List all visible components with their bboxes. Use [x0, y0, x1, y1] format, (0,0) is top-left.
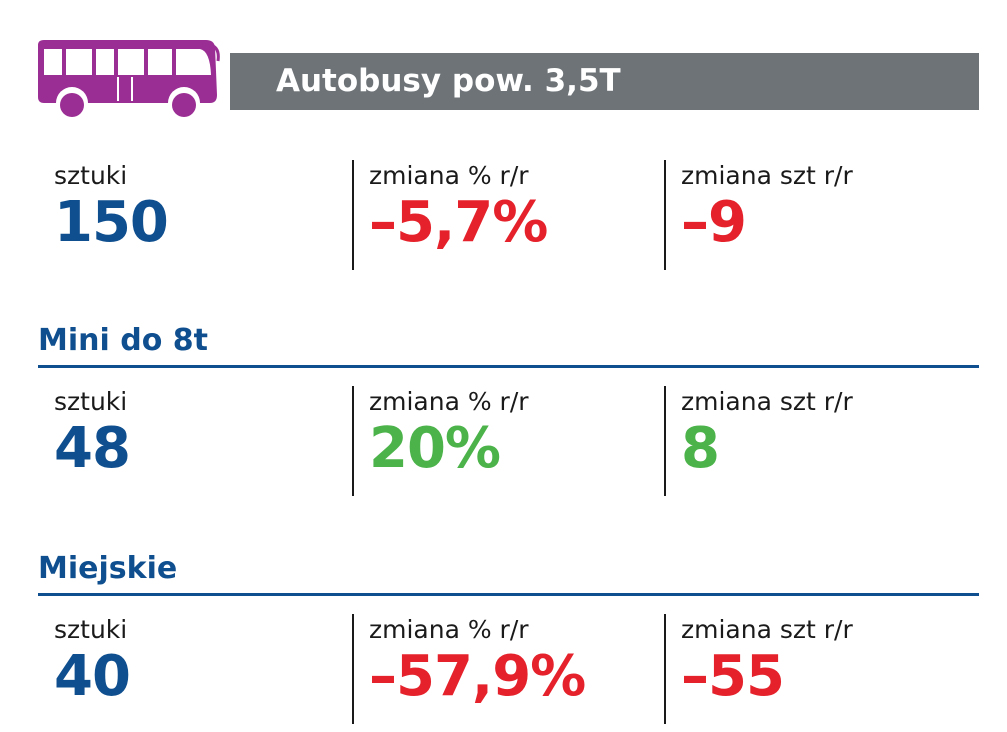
city-section-title: Miejskie	[38, 551, 178, 586]
summary-abs-label: zmiana szt r/r	[681, 161, 853, 190]
city-pct-label: zmiana % r/r	[369, 615, 529, 644]
mini-section-title: Mini do 8t	[38, 323, 208, 358]
summary-pct-value: –5,7%	[369, 190, 548, 255]
mini-units-cell: sztuki 48	[54, 386, 344, 496]
city-section-rule	[38, 593, 979, 596]
mini-section-rule	[38, 365, 979, 368]
mini-stats-row: sztuki 48 zmiana % r/r 20% zmiana szt r/…	[0, 386, 1007, 496]
mini-pct-label: zmiana % r/r	[369, 387, 529, 416]
city-units-value: 40	[54, 644, 131, 709]
city-stats-row: sztuki 40 zmiana % r/r –57,9% zmiana szt…	[0, 614, 1007, 724]
summary-abs-cell: zmiana szt r/r –9	[664, 160, 966, 270]
summary-stats-row: sztuki 150 zmiana % r/r –5,7% zmiana szt…	[0, 160, 1007, 270]
mini-abs-cell: zmiana szt r/r 8	[664, 386, 966, 496]
mini-units-label: sztuki	[54, 387, 128, 416]
summary-units-value: 150	[54, 190, 169, 255]
city-pct-cell: zmiana % r/r –57,9%	[352, 614, 654, 724]
summary-pct-label: zmiana % r/r	[369, 161, 529, 190]
city-pct-value: –57,9%	[369, 644, 586, 709]
summary-units-label: sztuki	[54, 161, 128, 190]
summary-abs-value: –9	[681, 190, 747, 255]
city-abs-label: zmiana szt r/r	[681, 615, 853, 644]
mini-pct-cell: zmiana % r/r 20%	[352, 386, 654, 496]
mini-pct-value: 20%	[369, 416, 501, 481]
header-bar: Autobusy pow. 3,5T	[230, 53, 979, 110]
mini-units-value: 48	[54, 416, 131, 481]
summary-pct-cell: zmiana % r/r –5,7%	[352, 160, 654, 270]
city-abs-cell: zmiana szt r/r –55	[664, 614, 966, 724]
city-units-label: sztuki	[54, 615, 128, 644]
mini-abs-value: 8	[681, 416, 720, 481]
bus-icon	[38, 40, 220, 119]
mini-abs-label: zmiana szt r/r	[681, 387, 853, 416]
header-title: Autobusy pow. 3,5T	[276, 63, 621, 99]
summary-units-cell: sztuki 150	[54, 160, 344, 270]
city-units-cell: sztuki 40	[54, 614, 344, 724]
city-abs-value: –55	[681, 644, 785, 709]
